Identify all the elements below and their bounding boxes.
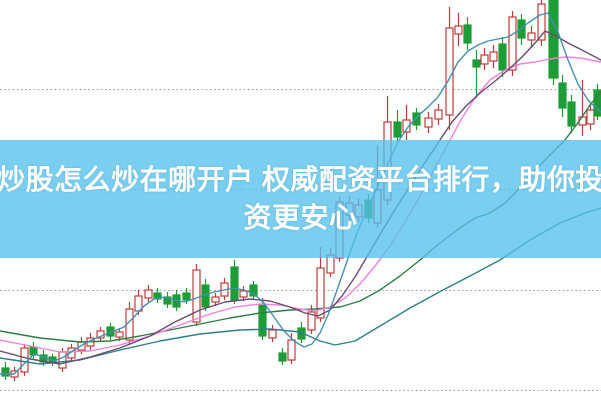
candle-down-body <box>163 296 172 305</box>
candle-up-body <box>537 3 546 41</box>
candle-up-body <box>445 27 454 116</box>
candle-up-body <box>268 329 277 339</box>
candle-down-body <box>182 292 191 301</box>
candle-up-body <box>67 347 76 359</box>
candle-down-body <box>567 101 576 127</box>
candle-up-body <box>20 347 29 373</box>
candle-up-body <box>527 32 536 41</box>
candle-up-body <box>192 269 201 323</box>
ma-fast-cyan <box>0 12 601 375</box>
candle-down-body <box>393 121 402 138</box>
candle-down-body <box>230 266 239 301</box>
candle-down-body <box>258 304 267 337</box>
candle-up-body <box>586 109 595 125</box>
candle-up-body <box>402 119 411 133</box>
ma-pink <box>0 56 601 353</box>
candle-down-body <box>412 112 421 126</box>
candle-down-body <box>558 82 567 109</box>
candle-up-body <box>480 54 489 65</box>
candle-down-body <box>278 352 287 362</box>
candle-up-body <box>508 16 517 71</box>
candle-down-body <box>1 367 10 377</box>
candle-up-body <box>454 25 463 35</box>
candle-down-body <box>249 284 258 297</box>
candle-up-body <box>424 117 433 128</box>
candle-up-body <box>239 290 248 298</box>
candle-down-body <box>548 0 559 79</box>
candle-up-body <box>307 311 316 331</box>
candle-up-body <box>287 339 296 361</box>
candle-up-body <box>434 109 443 120</box>
banner-text-line1: 炒股怎么炒在哪开户 权威配资平台排行，助你投 <box>0 164 601 195</box>
candle-up-body <box>134 295 143 312</box>
candle-up-body <box>115 331 124 338</box>
candle-down-body <box>463 24 472 44</box>
candle-up-body <box>144 289 153 299</box>
candle-up-body <box>211 296 220 303</box>
candle-up-body <box>58 351 67 369</box>
candle-up-body <box>316 267 325 319</box>
candle-down-body <box>593 89 601 117</box>
candle-down-body <box>498 43 507 71</box>
banner-text-line2: 资更安心 <box>243 202 358 233</box>
promo-ad-banner[interactable]: 炒股怎么炒在哪开户 权威配资平台排行，助你投 资更安心 <box>0 140 601 258</box>
candle-down-body <box>472 59 481 68</box>
candle-up-body <box>489 51 498 62</box>
